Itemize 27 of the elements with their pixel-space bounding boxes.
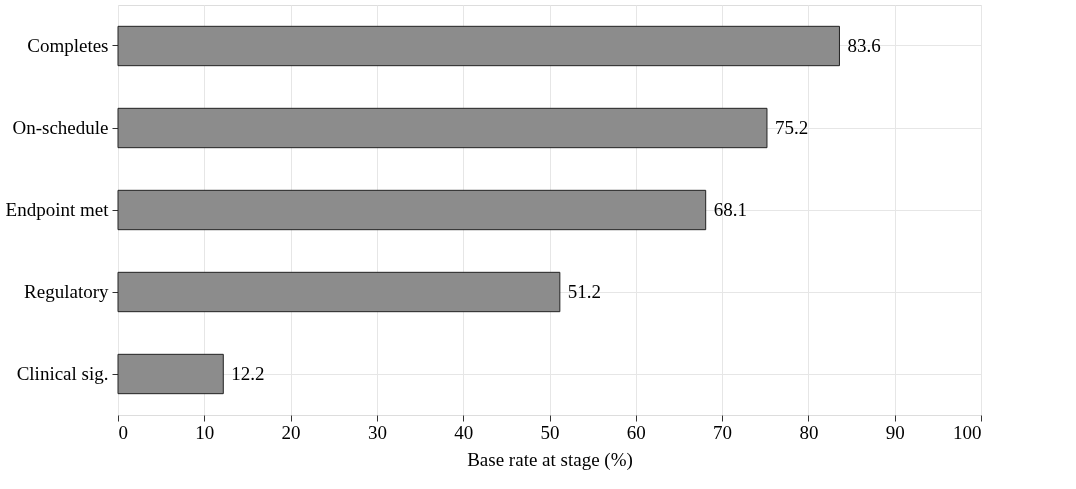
- x-tick-label: 50: [540, 421, 560, 443]
- bar: [117, 271, 561, 313]
- x-tick-label: 90: [885, 421, 905, 443]
- y-tick-label: On-schedule: [12, 117, 109, 138]
- y-tick-label: Completes: [27, 35, 109, 56]
- x-tick-label: 60: [626, 421, 646, 443]
- x-tick-label: 100: [953, 421, 982, 443]
- x-tick-label: 10: [195, 421, 215, 443]
- data-label: 51.2: [567, 281, 602, 302]
- data-label: 12.2: [231, 363, 265, 384]
- y-tick-label: Clinical sig.: [16, 363, 109, 384]
- data-label: 68.1: [713, 199, 747, 220]
- bar: [117, 189, 707, 231]
- x-tick-label: 20: [281, 421, 301, 443]
- bar: [117, 107, 768, 149]
- x-tick-label: 30: [367, 421, 387, 443]
- bar: [117, 25, 840, 67]
- bar: [117, 353, 224, 395]
- x-tick-label: 70: [713, 421, 733, 443]
- x-tick-label: 80: [799, 421, 819, 443]
- data-label: 75.2: [774, 117, 809, 138]
- data-label: 83.6: [847, 35, 881, 56]
- y-tick-label: Regulatory: [24, 281, 109, 302]
- y-tick-label: Endpoint met: [5, 199, 110, 220]
- x-axis-title: Base rate at stage (%): [467, 448, 633, 471]
- x-tick-label: 0: [118, 421, 128, 443]
- x-tick-label: 40: [454, 421, 474, 443]
